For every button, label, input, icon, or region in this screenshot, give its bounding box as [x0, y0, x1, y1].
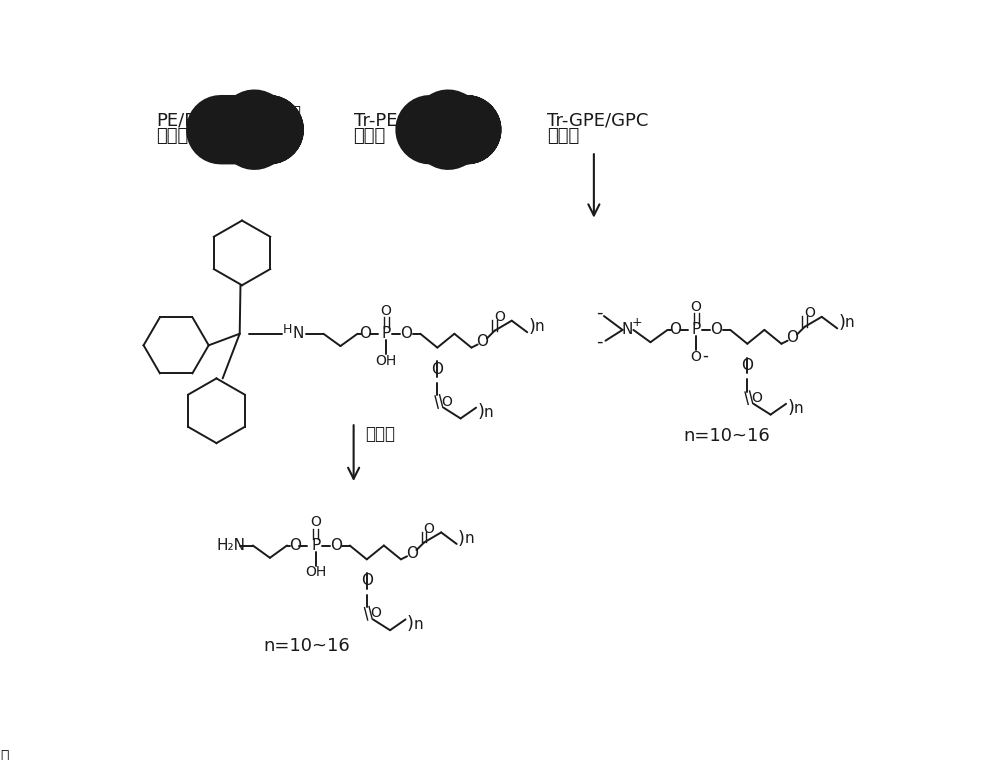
Text: O: O	[786, 330, 798, 345]
Text: H: H	[283, 323, 292, 336]
Text: 混合物: 混合物	[354, 127, 386, 145]
Text: O: O	[476, 334, 488, 349]
Text: O: O	[406, 546, 418, 561]
Text: ): )	[407, 615, 414, 633]
Text: H₂N: H₂N	[216, 538, 245, 553]
Text: 混合物: 混合物	[547, 127, 580, 145]
Text: Tr-PE/PC: Tr-PE/PC	[354, 112, 427, 129]
Text: OH: OH	[305, 565, 326, 579]
Text: O: O	[359, 326, 371, 341]
Text: 氨基保护剂: 氨基保护剂	[251, 104, 301, 122]
Text: ): )	[787, 400, 794, 417]
Text: n: n	[413, 616, 423, 632]
Text: 醇钠: 醇钠	[464, 104, 484, 122]
Text: n=10~16: n=10~16	[683, 427, 770, 445]
Text: O: O	[741, 358, 753, 373]
Text: P: P	[692, 322, 701, 337]
Text: OH: OH	[376, 353, 397, 368]
Text: O: O	[710, 322, 722, 337]
Text: ): )	[458, 530, 465, 547]
Text: O: O	[371, 606, 382, 620]
Text: O: O	[431, 362, 443, 377]
Text: Tr-GPE/GPC: Tr-GPE/GPC	[547, 112, 649, 129]
Text: O: O	[400, 326, 412, 341]
Text: O: O	[494, 310, 505, 324]
Text: n: n	[484, 405, 493, 420]
Text: P: P	[382, 326, 391, 341]
Text: -: -	[703, 347, 708, 364]
Text: ): )	[838, 314, 845, 332]
Text: ): )	[528, 318, 535, 336]
Text: +: +	[631, 315, 642, 329]
Text: N: N	[293, 326, 304, 341]
Text: O: O	[330, 538, 342, 553]
Text: 测: 测	[0, 749, 8, 760]
Text: N: N	[622, 322, 633, 337]
Text: O: O	[310, 515, 321, 530]
Text: -: -	[596, 333, 603, 351]
Text: O: O	[289, 538, 301, 553]
Text: O: O	[669, 322, 681, 337]
Text: 脱保护: 脱保护	[365, 425, 395, 443]
Text: n: n	[794, 401, 803, 416]
Text: O: O	[423, 521, 434, 536]
Text: ): )	[477, 404, 484, 421]
Text: n: n	[535, 319, 544, 334]
Text: n=10~16: n=10~16	[264, 637, 351, 654]
Text: O: O	[441, 394, 452, 409]
Text: -: -	[596, 304, 603, 322]
Text: O: O	[691, 299, 702, 314]
Text: O: O	[381, 304, 392, 318]
Text: n: n	[464, 531, 474, 546]
Text: O: O	[804, 306, 815, 320]
Text: O: O	[691, 350, 702, 364]
Text: O: O	[751, 391, 762, 404]
Text: n: n	[845, 315, 854, 331]
Text: O: O	[361, 573, 373, 588]
Text: PE/PC: PE/PC	[156, 112, 208, 129]
Text: P: P	[311, 538, 320, 553]
Text: 混合物: 混合物	[156, 127, 188, 145]
